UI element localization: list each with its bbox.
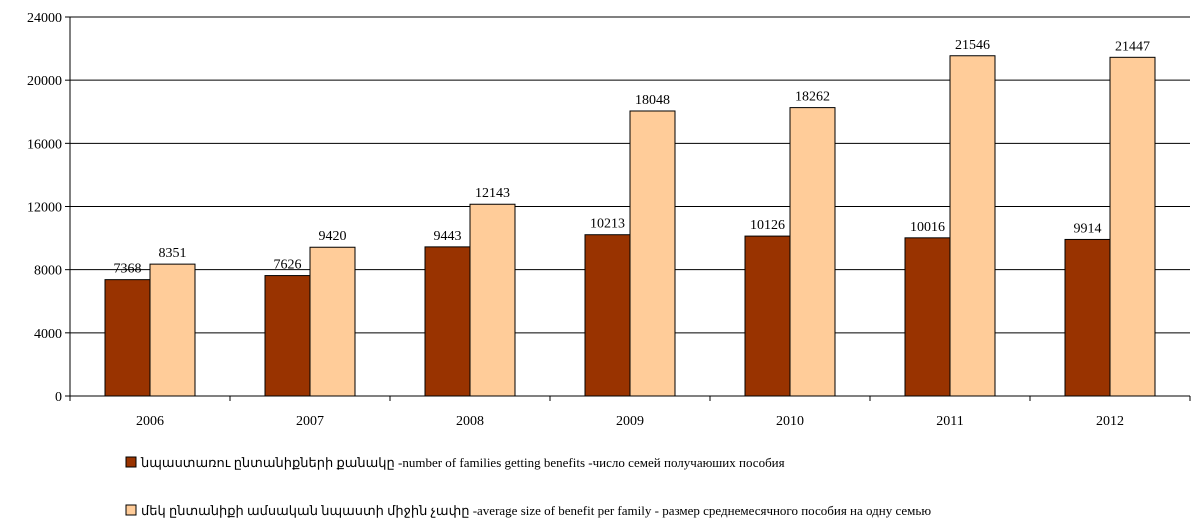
data-label: 7368 [114, 262, 142, 277]
bar-series-2 [309, 246, 356, 397]
legend-swatch-2 [125, 504, 137, 516]
data-label: 12143 [475, 186, 510, 201]
x-tick-label: 2009 [616, 414, 644, 429]
data-label: 8351 [159, 246, 187, 261]
y-tick-label: 8000 [34, 264, 62, 279]
y-tick-label: 0 [55, 390, 62, 405]
bars [104, 55, 1156, 397]
x-axis: 2006 2007 2008 2009 2010 2011 2012 [69, 395, 1191, 429]
legend-label-2: մեկ ընտանիքի ամսական նպաստի միջին չափը -… [141, 503, 931, 518]
x-tick-label: 2010 [776, 414, 804, 429]
data-label: 21447 [1115, 39, 1150, 54]
bar-series-2 [629, 110, 676, 397]
bar-series-1 [1064, 238, 1111, 397]
data-label: 10213 [590, 217, 625, 232]
bar-series-2 [149, 263, 196, 397]
x-tick-label: 2008 [456, 414, 484, 429]
x-tick-label: 2006 [136, 414, 164, 429]
x-tick-label: 2007 [296, 414, 324, 429]
data-label: 9443 [434, 229, 462, 244]
bar-series-1 [584, 234, 631, 397]
legend-label-1: նպաստառու ընտանիքների քանակը -number of … [140, 455, 785, 470]
legend-swatch-1 [125, 456, 137, 468]
data-label: 9420 [319, 229, 347, 244]
y-tick-label: 12000 [27, 201, 62, 216]
y-axis: 0 4000 8000 12000 16000 20000 24000 [27, 11, 71, 405]
bar-series-2 [469, 203, 516, 397]
data-label: 9914 [1074, 221, 1102, 236]
bar-series-2 [789, 107, 836, 397]
data-label: 18048 [635, 93, 670, 108]
data-label: 21546 [955, 38, 990, 53]
x-tick-label: 2012 [1096, 414, 1124, 429]
data-label: 10126 [750, 218, 785, 233]
bar-series-1 [424, 246, 471, 397]
x-tick-label: 2011 [936, 414, 963, 429]
bar-series-1 [104, 279, 151, 397]
y-tick-label: 16000 [27, 137, 62, 152]
y-tick-label: 24000 [27, 11, 62, 26]
bar-series-2 [1109, 56, 1156, 397]
legend: նպաստառու ընտանիքների քանակը -number of … [125, 455, 931, 518]
bar-series-1 [744, 235, 791, 397]
data-labels: 7368 8351 7626 9420 9443 12143 10213 18048 10126… [114, 38, 1151, 277]
bar-series-1 [264, 275, 311, 397]
data-label: 10016 [910, 220, 945, 235]
bar-series-2 [949, 55, 996, 397]
data-label: 18262 [795, 90, 830, 105]
bar-series-1 [904, 237, 951, 397]
data-label: 7626 [274, 258, 302, 273]
y-tick-label: 4000 [34, 327, 62, 342]
y-tick-label: 20000 [27, 74, 62, 89]
